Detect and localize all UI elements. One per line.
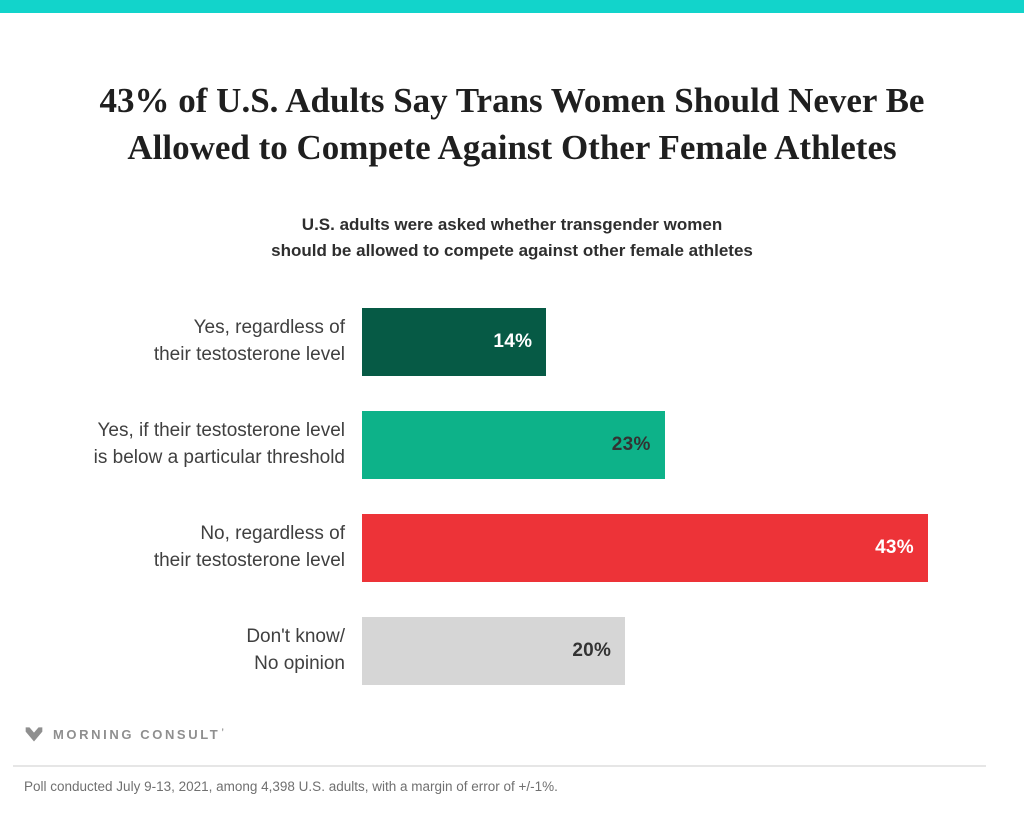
bar-category-label: Yes, if their testosterone level is belo… xyxy=(93,420,345,469)
bar-row: Yes, regardless of their testosterone le… xyxy=(0,308,1024,377)
bar-chart: Yes, regardless of their testosterone le… xyxy=(0,308,1024,686)
trademark-mark: ’ xyxy=(221,726,227,737)
top-accent-strip xyxy=(0,0,1024,13)
chart-title: 43% of U.S. Adults Say Trans Women Shoul… xyxy=(99,81,925,168)
bar-category-label: No, regardless of their testosterone lev… xyxy=(153,523,345,572)
brand-logo-label: MORNING CONSULT xyxy=(53,726,221,742)
bar-track: 14% xyxy=(362,308,1024,377)
bar-track: 23% xyxy=(362,411,1024,480)
brand-logo-text: MORNING CONSULT’ xyxy=(53,727,226,742)
bar-value-label: 14% xyxy=(493,331,533,353)
bar-row: No, regardless of their testosterone lev… xyxy=(0,514,1024,583)
bar-fill: 20% xyxy=(362,617,626,686)
bar-category-label: Don't know/ No opinion xyxy=(246,626,345,675)
bar-category-label: Yes, regardless of their testosterone le… xyxy=(153,317,345,366)
bar-row: Don't know/ No opinion 20% xyxy=(0,617,1024,686)
bar-track: 20% xyxy=(362,617,1024,686)
bar-value-label: 43% xyxy=(875,537,914,559)
morning-consult-m-icon xyxy=(24,724,44,744)
bar-track: 43% xyxy=(362,514,1024,583)
bar-row: Yes, if their testosterone level is belo… xyxy=(0,411,1024,480)
bar-fill: 43% xyxy=(362,514,928,583)
chart-subtitle: U.S. adults were asked whether transgend… xyxy=(271,214,753,260)
bar-fill: 23% xyxy=(362,411,665,480)
brand-logo: MORNING CONSULT’ xyxy=(24,723,1024,745)
bar-value-label: 23% xyxy=(611,434,651,456)
bar-value-label: 20% xyxy=(572,640,612,662)
footer-divider xyxy=(13,765,986,768)
methodology-footnote: Poll conducted July 9-13, 2021, among 4,… xyxy=(24,779,558,795)
bar-fill: 14% xyxy=(362,308,547,377)
